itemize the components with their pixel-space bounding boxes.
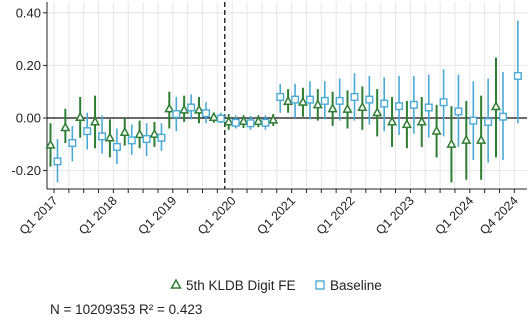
x-tick-label: Q1 2021 [254,194,298,238]
point-triangle [297,96,309,106]
x-tick-label: Q4 2024 [477,194,521,238]
point-triangle [179,104,190,114]
y-tick-label: 0.00 [16,111,41,126]
point-triangle [490,100,502,111]
point-square [454,107,463,116]
x-tick-label: Q1 2017 [17,194,61,238]
point-triangle [372,106,383,117]
point-square [246,119,255,128]
point-triangle [416,116,427,126]
series-marks [45,20,522,183]
x-tick-label: Q1 2019 [136,194,180,238]
point-square [469,116,478,125]
point-triangle [60,121,71,132]
point-triangle [357,101,368,112]
point-triangle [312,99,323,109]
x-tick-label: Q1 2020 [195,194,239,238]
point-square [439,98,448,107]
series-square [53,20,522,183]
point-square [172,110,181,119]
series-triangle [45,57,502,183]
point-square [320,96,329,105]
point-triangle [223,116,234,126]
point-square [157,133,166,142]
reference-lines [47,2,527,189]
point-triangle [89,116,101,126]
point-triangle [45,139,56,149]
point-triangle [386,116,398,126]
point-triangle [75,111,86,122]
point-square [365,95,374,104]
point-square [499,112,508,121]
point-triangle [193,104,205,114]
point-triangle [134,128,145,139]
point-square [305,95,314,104]
x-tick-label: Q1 2024 [433,194,477,238]
point-square [409,100,418,109]
point-square [127,136,136,145]
point-triangle [268,114,279,124]
point-triangle [149,128,160,138]
point-triangle [327,103,338,113]
point-triangle [446,138,457,148]
point-square [424,103,433,112]
point-triangle [104,132,115,142]
point-triangle [119,126,130,137]
point-square [231,118,240,127]
x-tick-label: Q1 2018 [76,194,120,238]
legend: 5th KLDB Digit FE Baseline [170,278,382,293]
point-square [395,102,404,111]
point-square [380,99,389,108]
x-tick-label: Q1 2022 [314,194,358,238]
grid-lines [47,2,527,189]
point-triangle [342,103,353,113]
point-triangle [461,134,472,144]
point-triangle [164,103,175,113]
point-square [276,92,285,101]
point-square [513,71,522,80]
point-triangle [238,115,249,125]
point-square [83,127,92,136]
legend-marker-triangle [170,278,182,289]
point-square [216,114,225,123]
x-tick-label: Q1 2023 [373,194,417,238]
point-square [142,135,151,144]
point-square [187,103,196,112]
point-square [201,109,210,118]
point-triangle [431,125,442,135]
point-square [291,95,300,104]
point-square [112,142,121,151]
point-square [53,157,62,166]
point-triangle [283,95,294,105]
legend-marker-square [315,280,325,290]
stats-text: N = 10209353 R² = 0.423 [50,302,202,317]
point-square [98,132,107,141]
y-tick-label: 0.20 [16,58,41,73]
point-triangle [253,115,264,125]
point-square [261,118,270,127]
y-tick-label: -0.20 [11,163,41,178]
legend-label: Baseline [330,278,382,293]
y-tick-label: 0.40 [16,5,41,20]
point-square [335,96,344,105]
point-square [484,117,493,126]
point-square [350,92,359,101]
point-triangle [476,134,487,144]
point-square [68,138,77,147]
point-triangle [208,111,219,122]
point-triangle [401,118,412,129]
legend-label: 5th KLDB Digit FE [186,278,296,293]
